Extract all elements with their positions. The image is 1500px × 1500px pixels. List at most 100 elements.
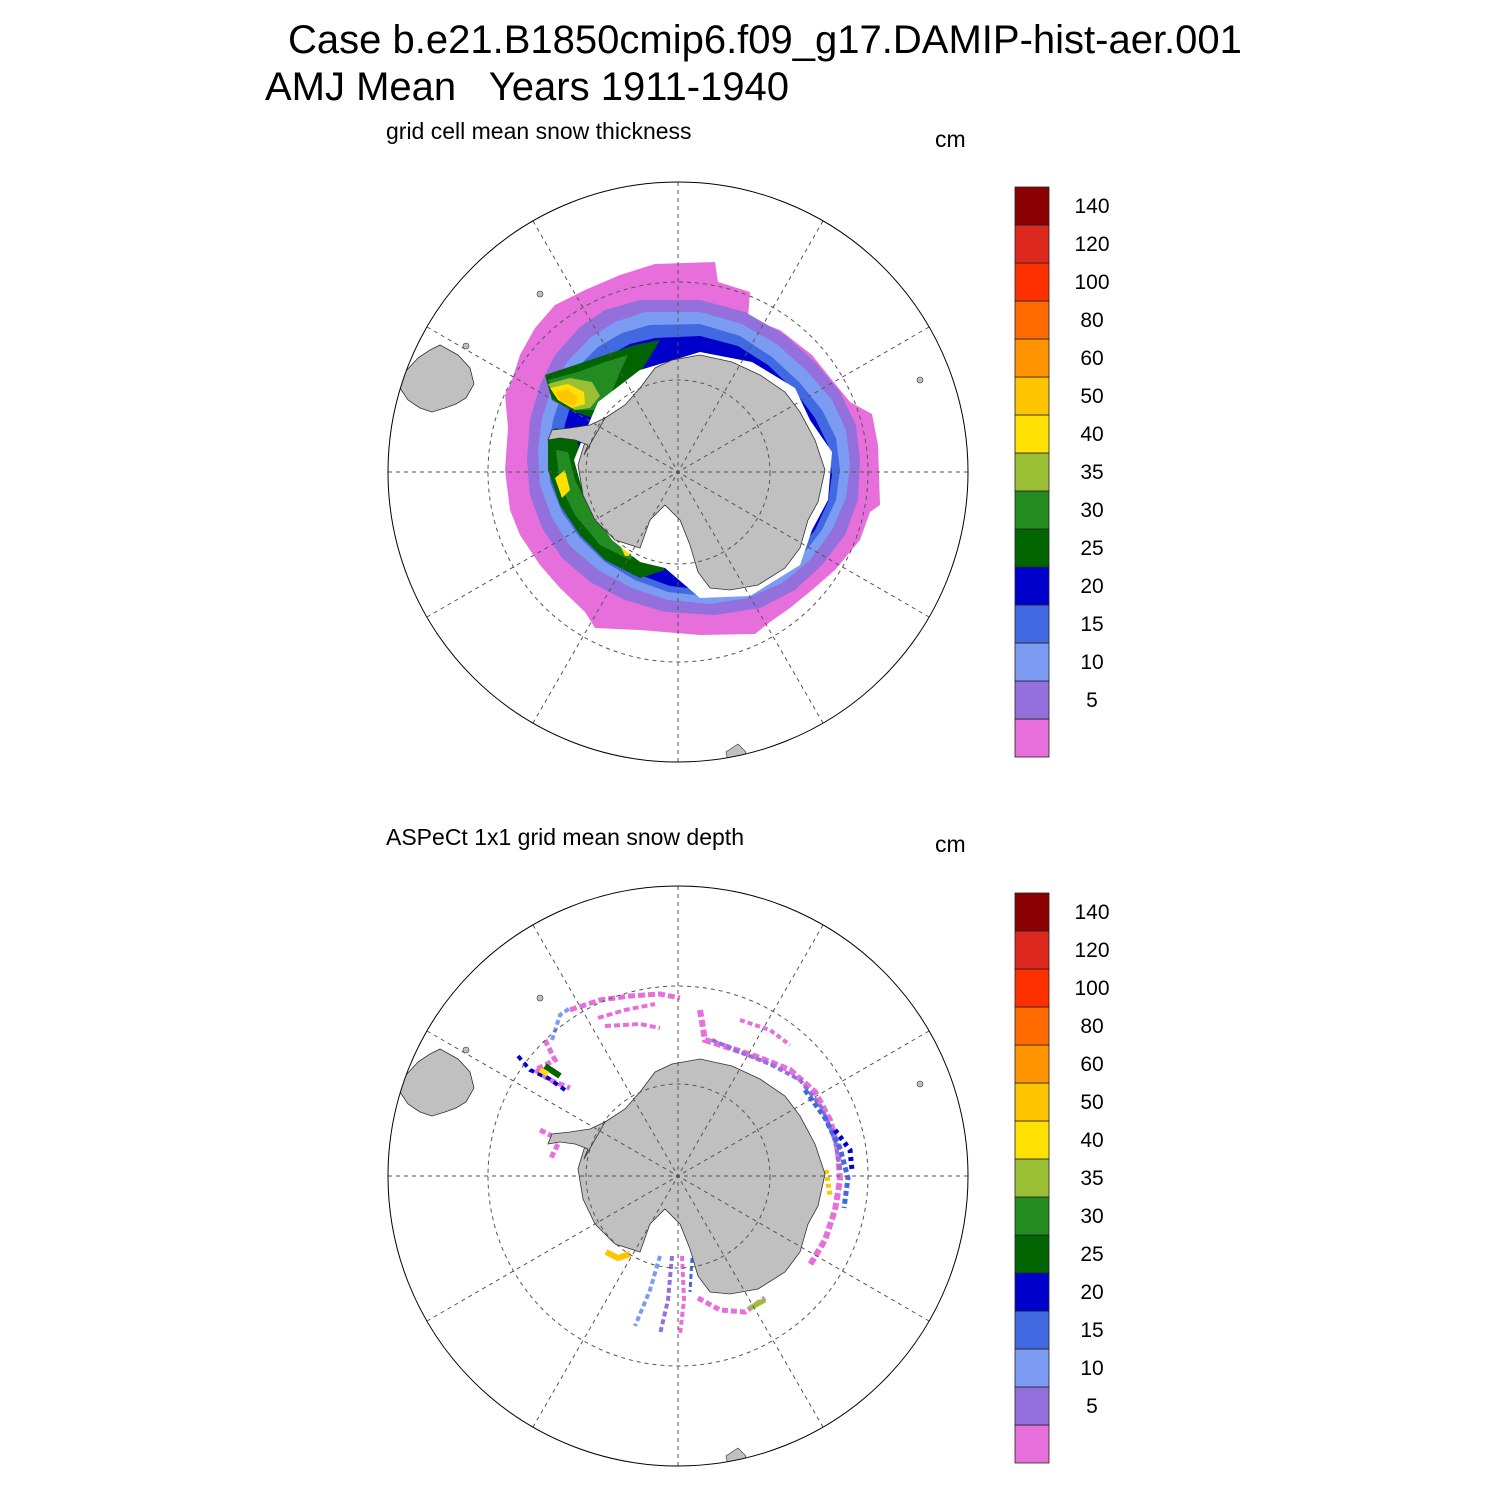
colorbar-box <box>1014 604 1050 644</box>
colorbar-label: 60 <box>1080 1053 1103 1076</box>
panel1-unit: cm <box>935 126 966 152</box>
colorbar-box <box>1014 1158 1050 1198</box>
panel2-colorbar: 5 10 15 20 25 30 35 40 50 60 80 100 120 140 <box>1014 892 1110 1464</box>
south-america-land-2 <box>399 1048 475 1117</box>
colorbar-box <box>1014 1348 1050 1388</box>
colorbar-box <box>1014 490 1050 530</box>
colorbar-box <box>1014 680 1050 720</box>
colorbar-label: 120 <box>1074 939 1109 962</box>
panel2-map-boundary <box>387 885 969 1467</box>
colorbar-box <box>1014 1424 1050 1464</box>
snow-band-40-50-peninsula <box>555 470 570 498</box>
colorbar-box <box>1014 224 1050 264</box>
panel2-gridlines <box>388 886 968 1466</box>
track-east-inner <box>802 1088 851 1209</box>
colorbar-box <box>1014 1082 1050 1122</box>
island-falklands <box>462 342 470 350</box>
colorbar-box <box>1014 376 1050 416</box>
colorbar-box <box>1014 452 1050 492</box>
colorbar-label: 35 <box>1080 1167 1103 1190</box>
track-east-mid <box>711 1038 842 1171</box>
colorbar-label: 120 <box>1074 233 1109 256</box>
figure-title-line1: Case b.e21.B1850cmip6.f09_g17.DAMIP-hist… <box>288 18 1242 62</box>
colorbar-label: 140 <box>1074 195 1109 218</box>
colorbar-label: 35 <box>1080 461 1103 484</box>
colorbar-label: 100 <box>1074 271 1109 294</box>
colorbar-box <box>1014 642 1050 682</box>
colorbar-label: 100 <box>1074 977 1109 1000</box>
colorbar-box <box>1014 718 1050 758</box>
colorbar-box <box>1014 892 1050 932</box>
panel2-ship-tracks <box>516 991 855 1335</box>
track-east-outer <box>697 1009 844 1267</box>
track-ross-green <box>748 1297 767 1311</box>
panel1-map <box>387 181 969 763</box>
colorbar-label: 30 <box>1080 1205 1103 1228</box>
track-east-yellow <box>823 1169 833 1196</box>
island-falklands-2 <box>462 1046 470 1054</box>
colorbar-box <box>1014 1120 1050 1160</box>
colorbar-box <box>1014 968 1050 1008</box>
colorbar-box <box>1014 300 1050 340</box>
colorbar-label: 80 <box>1080 1015 1103 1038</box>
track-weddell-blue <box>516 1054 567 1092</box>
colorbar-label: 5 <box>1086 689 1098 712</box>
track-ross-3 <box>678 1255 687 1335</box>
track-weddell-north2 <box>597 1002 656 1020</box>
colorbar-box <box>1014 1196 1050 1236</box>
track-east-north <box>739 1018 792 1047</box>
panel2-subtitle: ASPeCt 1x1 grid mean snow depth <box>386 824 744 850</box>
colorbar-label: 40 <box>1080 423 1103 446</box>
panel1-map-boundary <box>387 181 969 763</box>
colorbar-label: 15 <box>1080 613 1103 636</box>
island-kerguelen-2 <box>916 1080 924 1088</box>
colorbar-box <box>1014 1310 1050 1350</box>
colorbar-label: 80 <box>1080 309 1103 332</box>
colorbar-box <box>1014 1386 1050 1426</box>
track-weddell-yellow <box>538 1067 550 1077</box>
colorbar-label: 30 <box>1080 499 1103 522</box>
colorbar-label: 15 <box>1080 1319 1103 1342</box>
colorbar-label: 20 <box>1080 575 1103 598</box>
antarctic-peninsula <box>547 417 606 456</box>
track-weddell-west <box>530 1038 571 1091</box>
colorbar-box <box>1014 528 1050 568</box>
colorbar-label: 50 <box>1080 1091 1103 1114</box>
snow-band-50-60-weddell <box>555 390 578 406</box>
colorbar-box <box>1014 262 1050 302</box>
panel1-colorbar: 5 10 15 20 25 30 35 40 50 60 80 100 120 140 <box>1014 186 1110 758</box>
south-america-land <box>399 344 475 413</box>
colorbar-label: 5 <box>1086 1395 1098 1418</box>
colorbar-label: 60 <box>1080 347 1103 370</box>
track-weddell-green <box>543 1063 562 1079</box>
colorbar-label: 50 <box>1080 385 1103 408</box>
island-south-georgia-2 <box>536 994 544 1002</box>
panel1-subtitle: grid cell mean snow thickness <box>386 118 692 144</box>
track-amundsen <box>604 1249 631 1262</box>
colorbar-label: 25 <box>1080 537 1103 560</box>
panel2-map <box>387 885 969 1467</box>
colorbar-label: 20 <box>1080 1281 1103 1304</box>
track-ross-edge <box>696 1295 767 1315</box>
colorbar-label: 40 <box>1080 1129 1103 1152</box>
island-south-georgia <box>536 290 544 298</box>
colorbar-box <box>1014 338 1050 378</box>
track-ross-4 <box>688 1257 694 1293</box>
colorbar-box <box>1014 1044 1050 1084</box>
antarctic-peninsula-2 <box>547 1121 606 1160</box>
colorbar-box <box>1014 414 1050 454</box>
island-kerguelen <box>916 376 924 384</box>
colorbar-box <box>1014 1234 1050 1274</box>
track-ross-2 <box>658 1255 674 1335</box>
colorbar-box <box>1014 930 1050 970</box>
track-weddell-north3 <box>604 1021 661 1030</box>
panel1-gridlines <box>388 182 968 762</box>
colorbar-box <box>1014 566 1050 606</box>
panel2-unit: cm <box>935 831 966 857</box>
colorbar-label: 140 <box>1074 901 1109 924</box>
colorbar-box <box>1014 1006 1050 1046</box>
figure-title-line2: AMJ Mean Years 1911-1940 <box>265 65 790 109</box>
colorbar-label: 10 <box>1080 651 1103 674</box>
colorbar-box <box>1014 186 1050 226</box>
